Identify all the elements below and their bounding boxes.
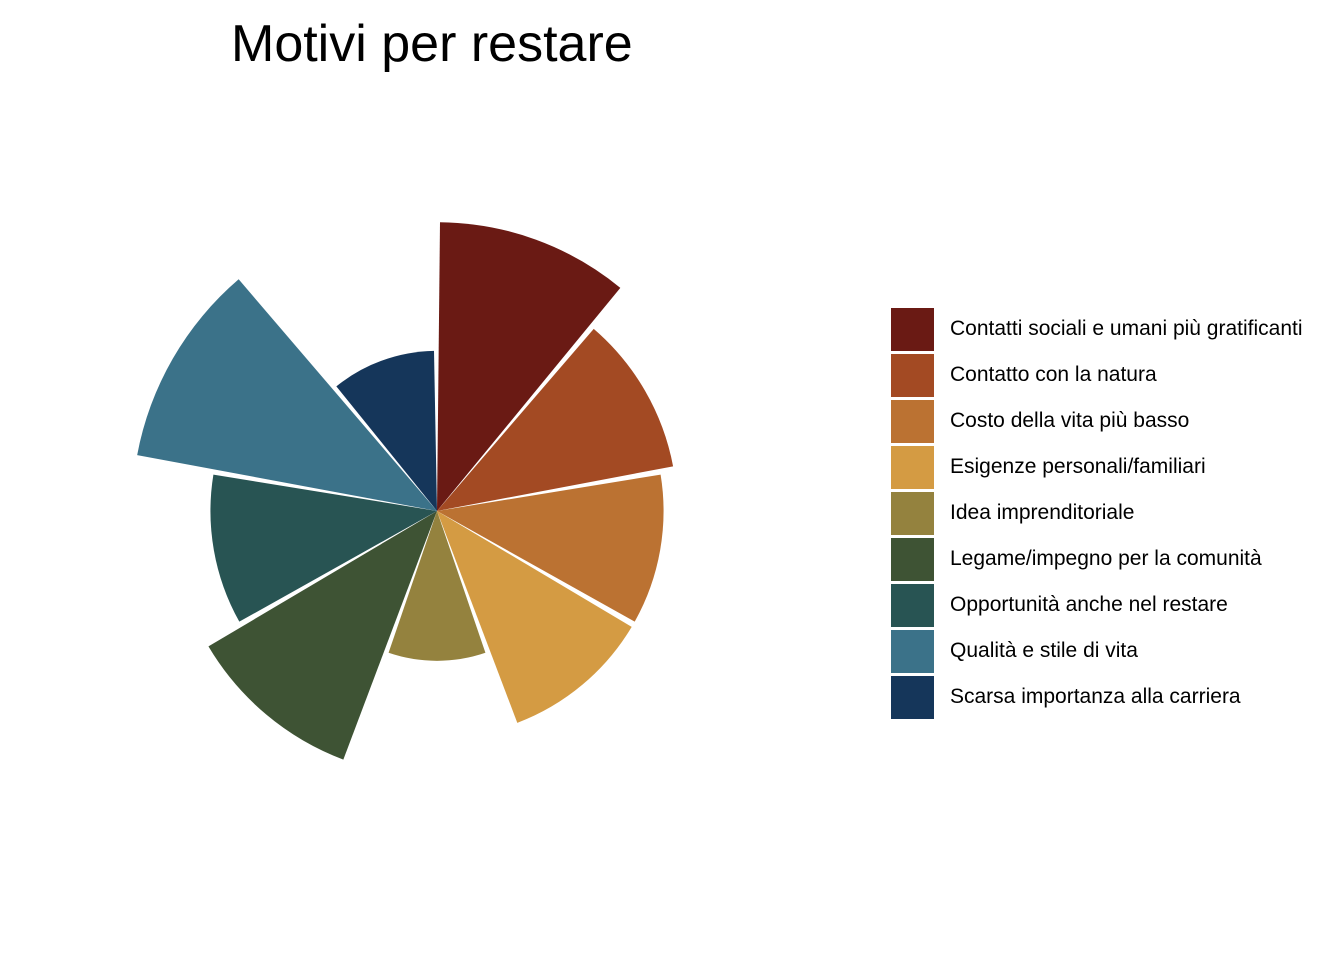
legend-label: Legame/impegno per la comunità xyxy=(950,547,1262,570)
legend-swatch xyxy=(891,583,934,627)
legend-item: Esigenze personali/familiari xyxy=(891,444,1303,490)
legend-swatch xyxy=(891,399,934,443)
legend-swatch xyxy=(891,353,934,397)
wedge-4 xyxy=(437,511,632,723)
legend-item: Opportunità anche nel restare xyxy=(891,582,1303,628)
legend-label: Scarsa importanza alla carriera xyxy=(950,685,1241,708)
wedge-3 xyxy=(437,474,664,622)
legend-label: Contatti sociali e umani più gratificant… xyxy=(950,317,1303,340)
legend-label: Qualità e stile di vita xyxy=(950,639,1138,662)
chart-title: Motivi per restare xyxy=(231,15,633,73)
legend-swatch xyxy=(891,491,934,535)
legend-item: Legame/impegno per la comunità xyxy=(891,536,1303,582)
legend-item: Idea imprenditoriale xyxy=(891,490,1303,536)
legend-swatch xyxy=(891,629,934,673)
legend: Contatti sociali e umani più gratificant… xyxy=(891,306,1303,720)
legend-label: Idea imprenditoriale xyxy=(950,501,1135,524)
wedge-group xyxy=(137,222,674,760)
legend-label: Costo della vita più basso xyxy=(950,409,1190,432)
legend-label: Contatto con la natura xyxy=(950,363,1157,386)
legend-swatch xyxy=(891,307,934,351)
legend-item: Contatti sociali e umani più gratificant… xyxy=(891,306,1303,352)
legend-swatch xyxy=(891,675,934,719)
legend-item: Contatto con la natura xyxy=(891,352,1303,398)
wedge-2 xyxy=(437,328,674,511)
wedge-5 xyxy=(388,511,486,661)
wedge-8 xyxy=(137,279,438,511)
legend-label: Esigenze personali/familiari xyxy=(950,455,1206,478)
legend-item: Costo della vita più basso xyxy=(891,398,1303,444)
wedge-9 xyxy=(336,350,437,511)
legend-item: Scarsa importanza alla carriera xyxy=(891,674,1303,720)
wedge-7 xyxy=(210,474,437,622)
legend-swatch xyxy=(891,445,934,489)
wedge-1 xyxy=(437,222,621,511)
wedge-6 xyxy=(208,511,437,760)
legend-swatch xyxy=(891,537,934,581)
legend-label: Opportunità anche nel restare xyxy=(950,593,1228,616)
legend-item: Qualità e stile di vita xyxy=(891,628,1303,674)
